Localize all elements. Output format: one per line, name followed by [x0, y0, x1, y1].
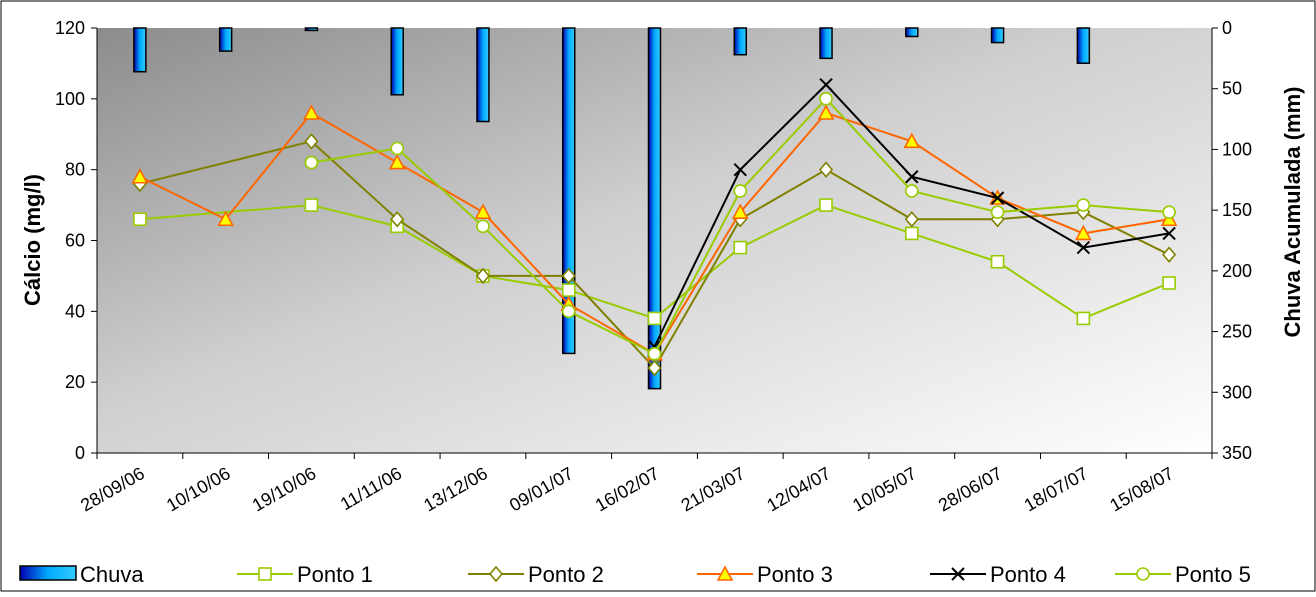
data-point — [390, 141, 404, 156]
data-point — [304, 198, 319, 212]
y-tick-label: 60 — [65, 231, 85, 251]
data-point — [1162, 246, 1177, 263]
data-point — [731, 203, 749, 219]
rain-bar — [133, 27, 147, 73]
data-point — [733, 240, 748, 255]
data-point — [133, 212, 147, 227]
data-point — [733, 184, 748, 198]
data-point — [1076, 240, 1091, 255]
data-point — [561, 304, 576, 319]
legend: Chuva Ponto 1 Ponto 2 Ponto 3 Ponto 4 Ponto 5 — [19, 562, 1251, 587]
y2-tick-label: 300 — [1222, 382, 1252, 402]
legend-marker — [951, 567, 965, 581]
data-point — [561, 283, 576, 297]
data-point — [1162, 276, 1176, 290]
series-lines — [131, 77, 1178, 377]
data-point — [475, 267, 491, 285]
rain-bar — [647, 27, 662, 390]
data-point — [733, 162, 747, 177]
y-tick-label: 80 — [65, 160, 85, 180]
data-point — [474, 203, 492, 219]
data-point — [1076, 198, 1091, 212]
y2-tick-label: 200 — [1222, 261, 1252, 281]
rain-bar — [733, 27, 748, 56]
legend-label: Ponto 4 — [990, 562, 1066, 587]
data-point — [990, 205, 1005, 219]
legend-label: Ponto 2 — [528, 562, 604, 587]
y2-tick-label: 350 — [1222, 443, 1252, 463]
legend-marker — [716, 565, 734, 581]
y-tick-label: 20 — [65, 372, 85, 392]
rain-bar — [905, 27, 919, 38]
data-point — [819, 77, 833, 92]
y-axis-title: Cálcio (mg/l) — [20, 174, 45, 306]
data-point — [817, 104, 835, 120]
data-point — [904, 211, 919, 228]
data-point — [561, 267, 576, 285]
data-point — [903, 132, 921, 149]
y-tick-label: 40 — [65, 301, 85, 321]
legend-marker — [488, 565, 504, 583]
rain-bar — [990, 27, 1005, 44]
rain-bars — [133, 27, 1091, 390]
data-point — [303, 104, 320, 120]
data-point — [1162, 205, 1176, 219]
data-point — [476, 219, 490, 234]
data-point — [818, 161, 834, 178]
y-tick-label: 120 — [55, 18, 85, 38]
rain-bar — [819, 27, 833, 60]
legend-label: Ponto 1 — [297, 562, 373, 587]
y-tick-label: 100 — [55, 89, 85, 109]
data-point — [1162, 226, 1176, 241]
y2-tick-label: 250 — [1222, 322, 1252, 342]
legend-label: Chuva — [80, 562, 144, 587]
y-tick-label: 0 — [75, 443, 85, 463]
legend-marker — [1136, 567, 1150, 581]
y2-tick-label: 50 — [1222, 79, 1242, 99]
data-point — [388, 153, 406, 170]
data-point — [304, 155, 319, 170]
y2-tick-label: 100 — [1222, 139, 1252, 159]
rain-bar — [390, 27, 404, 96]
data-point — [990, 254, 1005, 269]
y2-axis-title: Chuva Acumulada (mm) — [1280, 86, 1305, 337]
data-point — [1075, 224, 1092, 241]
data-point — [905, 226, 919, 241]
data-point — [647, 359, 662, 377]
legend-label: Ponto 3 — [757, 562, 833, 587]
data-point — [304, 133, 319, 150]
y2-tick-label: 150 — [1222, 200, 1252, 220]
data-point — [905, 170, 919, 184]
rain-bar — [304, 27, 319, 32]
legend-marker — [258, 567, 272, 581]
data-point — [217, 210, 234, 227]
data-point — [647, 311, 662, 326]
rain-bar — [1076, 27, 1091, 64]
legend-label: Ponto 5 — [1175, 562, 1251, 587]
legend-swatch — [19, 565, 77, 581]
rain-bar — [476, 27, 490, 123]
series-line — [139, 140, 1170, 370]
y2-tick-label: 0 — [1222, 18, 1232, 38]
data-point — [647, 347, 662, 361]
rain-bar — [218, 27, 233, 52]
data-point — [990, 191, 1005, 205]
data-point — [819, 92, 833, 106]
data-point — [390, 211, 405, 228]
data-point — [131, 168, 149, 184]
data-point — [819, 198, 833, 212]
data-point — [905, 184, 919, 198]
data-point — [1076, 311, 1091, 326]
